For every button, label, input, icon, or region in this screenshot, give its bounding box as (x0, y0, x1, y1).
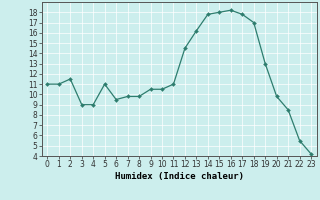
X-axis label: Humidex (Indice chaleur): Humidex (Indice chaleur) (115, 172, 244, 181)
